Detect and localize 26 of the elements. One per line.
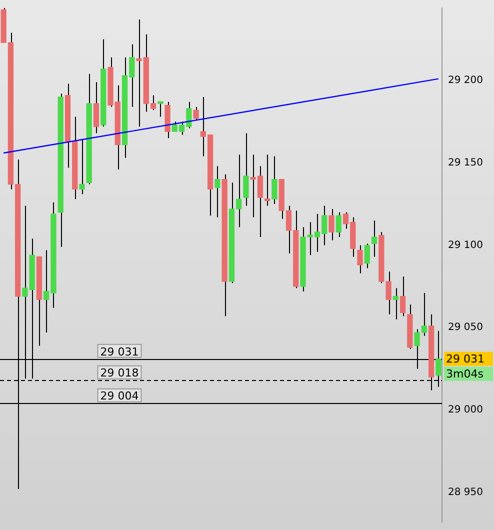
candlestick xyxy=(93,82,100,134)
y-tick-label: 29 050 xyxy=(448,322,483,334)
ref-line-label: 29 018 xyxy=(100,366,139,380)
candlestick xyxy=(79,139,85,195)
candlestick xyxy=(392,288,398,320)
candlestick xyxy=(214,166,220,218)
candlestick xyxy=(328,208,334,241)
y-tick-label: 29 150 xyxy=(448,157,483,168)
candlestick xyxy=(272,156,278,205)
y-tick-label: 29 000 xyxy=(448,404,483,416)
candlestick xyxy=(400,276,406,317)
text: 29 031 xyxy=(446,352,484,366)
ref-line-label: 29 031 xyxy=(100,345,139,358)
y-tick-label: 28 950 xyxy=(448,486,483,498)
candlestick xyxy=(336,212,342,238)
candlestick xyxy=(371,220,378,258)
y-tick-label: 29 200 xyxy=(448,75,483,86)
candlestick xyxy=(264,154,270,206)
candlestick xyxy=(193,106,199,121)
text: 3m04s xyxy=(446,367,484,380)
candlestick xyxy=(364,243,370,269)
candlestick xyxy=(357,244,363,274)
y-tick-label: 29 100 xyxy=(448,240,483,251)
candlestick xyxy=(243,132,249,206)
candlestick xyxy=(158,101,164,118)
ref-line-label: 29 004 xyxy=(100,390,139,403)
